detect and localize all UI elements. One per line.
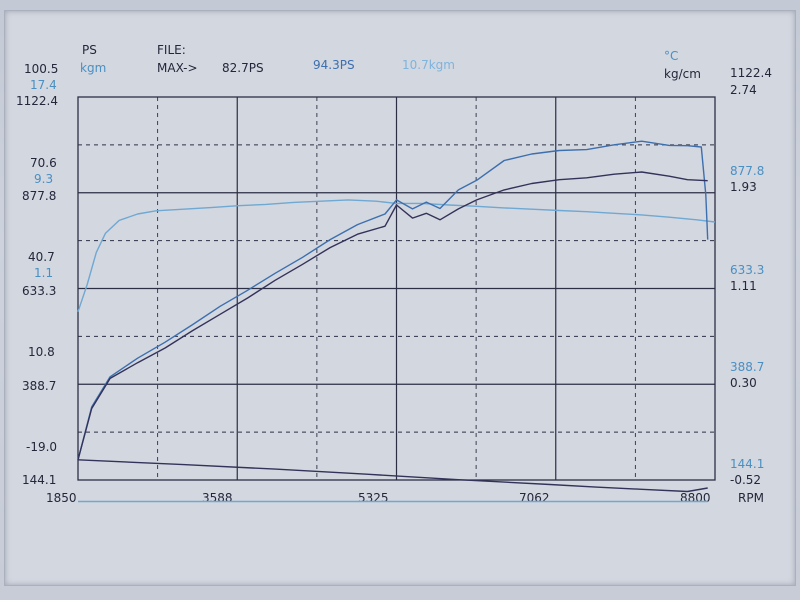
left-ps-tick: 70.6 [30,156,57,170]
left-temp-tick: 1122.4 [16,94,58,108]
left-temp-tick: 877.8 [22,189,57,203]
right-pressure-tick: -0.52 [730,473,762,487]
right-temp-tick: 633.3 [730,263,765,277]
left-temp-tick: 144.1 [22,473,57,487]
left-kgm-tick: 17.4 [30,78,57,92]
series-line-3 [77,171,708,460]
grid-layer [77,96,716,481]
max-label: MAX-> [157,61,198,75]
right-temp-tick: 1122.4 [730,66,772,80]
right-temp-tick: 144.1 [730,457,765,471]
right-pressure-tick: 2.74 [730,83,757,97]
left-kgm-tick: 9.3 [34,172,54,186]
left-ps-tick: 40.7 [28,250,55,264]
left-ps-tick: 10.8 [28,345,55,359]
right-pressure-tick: 1.11 [730,279,757,293]
left-temp-tick: 633.3 [22,284,57,298]
x-tick-label: 1850 [46,491,77,505]
left-ps-tick: 100.5 [24,62,59,76]
degc-unit-label: °C [664,49,679,63]
right-pressure-tick: 0.30 [730,376,757,390]
right-pressure-tick: 1.93 [730,180,757,194]
right-temp-tick: 388.7 [730,360,765,374]
series-line-2 [77,140,709,460]
left-kgm-tick: 1.1 [34,266,54,280]
file-label: FILE: [157,43,186,57]
kgcm-unit-label: kg/cm [664,67,701,81]
series-line-1 [77,199,716,312]
max-kgm-value: 10.7kgm [402,58,455,72]
series-layer [77,140,716,503]
left-ps-tick: -19.0 [26,440,58,454]
x-axis-label: RPM [738,491,764,505]
series-line-4 [77,459,708,493]
max-ps-value-1: 82.7PS [222,61,264,75]
right-temp-tick: 877.8 [730,164,765,178]
left-temp-tick: 388.7 [22,379,57,393]
max-ps-value-2: 94.3PS [313,58,355,72]
ps-unit-label: PS [82,43,97,57]
kgm-unit-label: kgm [80,61,107,75]
